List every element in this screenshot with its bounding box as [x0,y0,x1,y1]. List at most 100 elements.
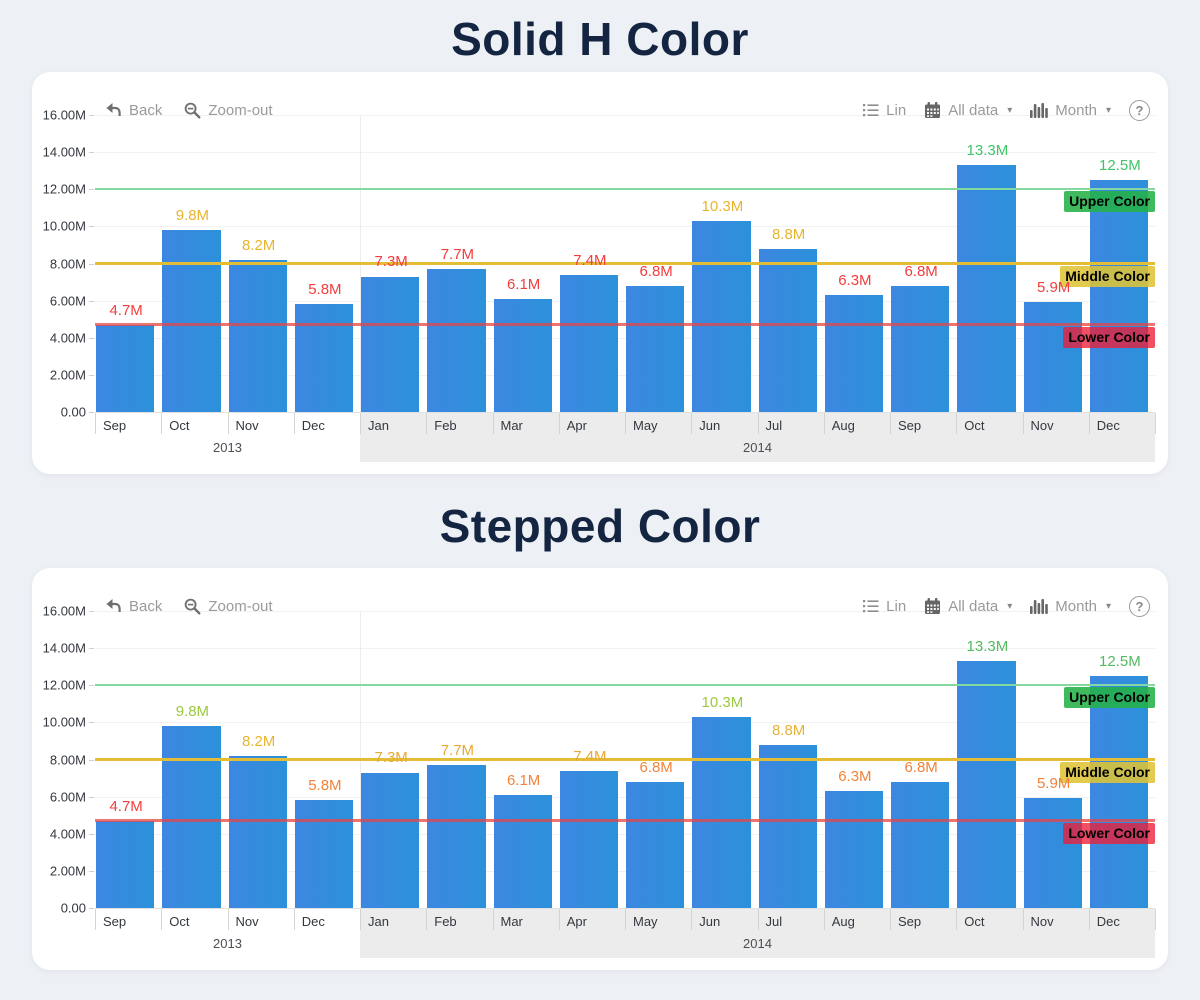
plot-area[interactable]: 4.7M 9.8M 8.2M 5.8M 7.3M 7.7M 6.1M 7.4M 6.8M 10.3… [89,115,1155,413]
threshold-label-badge: Upper Color [1064,191,1155,213]
help-icon[interactable]: ? [1129,99,1150,121]
help-icon[interactable]: ? [1129,595,1150,617]
linear-scale-button[interactable]: Lin [863,598,906,615]
y-axis-labels: 16.00M 14.00M 12.00M 10.00M 8.00M 6.00M 4.00M 2… [32,108,88,420]
bar[interactable] [427,765,486,908]
bar-chart-icon [1030,598,1049,614]
all-data-dropdown[interactable]: All data ▾ [924,597,1012,615]
period-dropdown[interactable]: Month ▾ [1030,598,1111,615]
bar[interactable] [162,230,221,412]
bar[interactable] [559,274,618,412]
month-tick [823,413,825,434]
bar[interactable] [228,259,287,412]
zoom-out-icon [184,102,201,119]
all-data-dropdown[interactable]: All data ▾ [924,101,1012,119]
y-axis-tick-label: 0.00 [60,404,86,420]
month-label: Mar [500,914,523,929]
y-axis-tick-label: 14.00M [42,640,86,656]
year-label: 2014 [743,440,772,455]
chart-toolbar: Back Zoom-out Lin All data ▾ [104,98,1150,122]
y-axis-tick-label: 2.00M [49,367,86,383]
bar-value-label: 7.7M [440,246,475,264]
bar[interactable] [824,791,883,908]
bar[interactable] [758,248,817,412]
bar[interactable] [294,304,353,412]
gridline [95,870,1155,872]
y-tick [89,611,94,612]
bar[interactable] [1089,675,1148,908]
bar[interactable] [493,794,552,908]
bar[interactable] [957,165,1016,412]
bar[interactable] [96,820,155,908]
chart-toolbar: Back Zoom-out Lin All data ▾ [104,594,1150,618]
bar[interactable] [1023,798,1082,908]
month-tick [1088,413,1090,434]
month-tick [161,909,163,930]
bar[interactable] [626,285,685,412]
month-label: Feb [434,914,457,929]
plot-area[interactable]: 4.7M 9.8M 8.2M 5.8M 7.3M 7.7M 6.1M 7.4M 6.8M 10.3… [89,611,1155,909]
bar[interactable] [626,781,685,908]
bar[interactable] [758,744,817,908]
month-tick [558,413,560,434]
bar[interactable] [1089,179,1148,412]
y-tick [89,722,94,724]
y-axis-tick-label: 12.00M [42,677,86,693]
bar-value-label: 10.3M [701,197,744,215]
month-tick [890,413,891,434]
bar[interactable] [824,295,883,412]
back-button[interactable]: Back [104,102,162,119]
bar[interactable] [891,285,950,412]
zoom-out-icon [184,598,201,615]
linear-scale-button[interactable]: Lin [863,102,906,119]
bar[interactable] [228,755,287,908]
bar[interactable] [692,716,751,908]
threshold-line [95,758,1155,761]
month-tick [625,909,626,930]
month-label: Nov [235,418,259,433]
month-label: Jan [368,418,389,433]
month-tick [1155,909,1156,930]
bar[interactable] [493,298,552,412]
bar[interactable] [361,772,420,908]
chart-title-solid: Solid H Color [451,13,749,65]
y-axis-tick-label: 14.00M [42,144,86,160]
month-label: Aug [831,418,855,433]
threshold-line [95,819,1155,823]
bar[interactable] [1023,302,1082,412]
month-label: Jan [368,914,389,929]
month-tick [95,413,96,434]
y-axis-tick-label: 6.00M [49,789,86,805]
bar[interactable] [162,726,221,908]
zoom-out-button[interactable]: Zoom-out [184,101,273,119]
month-tick [227,909,229,930]
gridline [95,300,1155,302]
month-tick [757,413,759,434]
y-tick [89,115,94,116]
month-label: Feb [434,418,457,433]
bar[interactable] [559,770,618,908]
y-tick [89,374,94,376]
y-axis-tick-label: 16.00M [42,603,86,619]
month-tick [890,909,891,930]
gridline [95,796,1155,798]
bar[interactable] [692,220,751,412]
bar[interactable] [427,269,486,412]
y-tick [89,870,94,872]
bar[interactable] [891,781,950,908]
bar[interactable] [294,800,353,908]
bar[interactable] [361,276,420,412]
zoom-out-button[interactable]: Zoom-out [184,598,273,615]
period-dropdown[interactable]: Month ▾ [1030,102,1111,119]
gridline [95,115,1155,116]
bar[interactable] [96,324,155,412]
back-label: Back [129,597,163,615]
bar[interactable] [957,661,1016,908]
y-axis-tick-label: 2.00M [49,863,86,879]
period-label: Month [1055,597,1097,615]
bar-value-label: 5.9M [1036,775,1071,793]
back-button[interactable]: Back [104,598,162,615]
zoom-out-label: Zoom-out [208,101,273,119]
month-label: Dec [301,914,325,929]
calendar-icon [924,597,941,615]
